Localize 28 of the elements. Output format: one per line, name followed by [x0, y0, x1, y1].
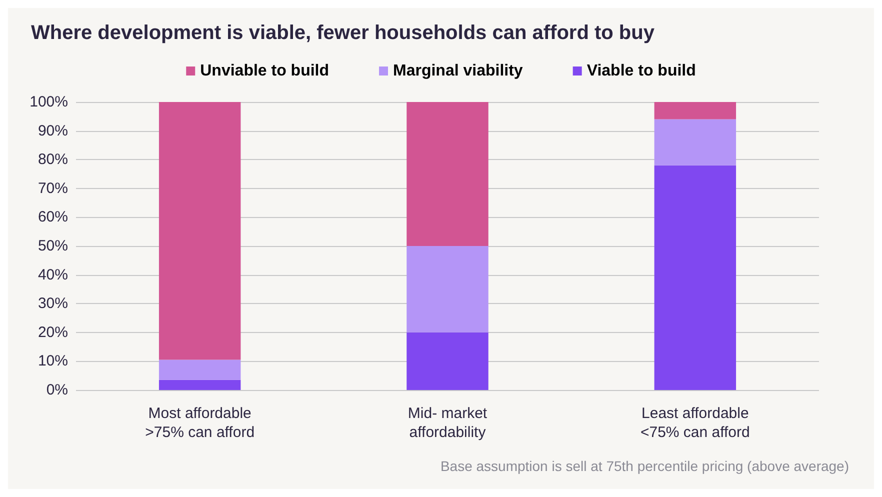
y-tick-label: 50% [38, 238, 68, 254]
bar [406, 332, 488, 390]
y-tick-label: 0% [46, 382, 68, 398]
legend-label: Unviable to build [200, 62, 330, 80]
y-tick-label: 100% [30, 94, 68, 110]
bar [406, 102, 488, 246]
legend-label: Marginal viability [393, 62, 523, 80]
bar [654, 165, 736, 390]
bar [654, 119, 736, 166]
y-tick-label: 70% [38, 180, 68, 197]
bar [158, 102, 241, 360]
text: Base assumption is sell at 75th percentile pricing (above average) [440, 458, 850, 474]
y-tick-label: 30% [38, 295, 68, 312]
y-tick-label: 10% [38, 352, 68, 370]
bar [654, 102, 736, 120]
y-tick-label: 90% [38, 122, 68, 140]
x-tick-label: Mid- market affordability [408, 405, 488, 441]
chart-title: Where development is viable, fewer households can afford to buy [31, 22, 656, 44]
x-tick-label: Least affordable <75% can afford [640, 405, 750, 441]
y-tick-label: 60% [38, 208, 68, 226]
y-tick-label: 20% [38, 324, 68, 341]
bar [406, 246, 488, 332]
legend-label: Viable to build [586, 62, 696, 80]
y-tick-label: 80% [38, 151, 68, 168]
x-tick-label: Most affordable >75% can afford [145, 405, 255, 441]
y-tick-label: 40% [38, 266, 68, 284]
bar [158, 380, 241, 390]
bar [158, 360, 241, 380]
